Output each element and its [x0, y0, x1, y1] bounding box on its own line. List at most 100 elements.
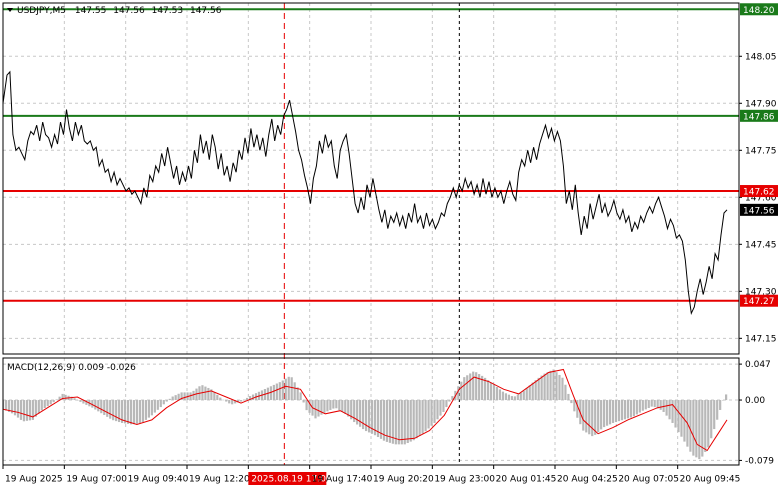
- macd-histogram-bar: [635, 400, 638, 415]
- macd-histogram-bar: [222, 399, 225, 401]
- macd-histogram-bar: [341, 400, 344, 412]
- time-highlight-background: [248, 472, 327, 485]
- macd-histogram-bar: [552, 369, 555, 401]
- macd-histogram-bar: [231, 400, 234, 405]
- macd-histogram-bar: [722, 400, 725, 401]
- macd-histogram-bar: [653, 400, 656, 408]
- macd-histogram-bar: [617, 400, 621, 422]
- macd-histogram-bar: [475, 372, 478, 401]
- macd-histogram-bar: [43, 400, 46, 408]
- macd-histogram-bar: [177, 393, 180, 401]
- macd-histogram-bar: [433, 400, 436, 423]
- macd-histogram-bar: [302, 400, 305, 403]
- macd-histogram-bar: [671, 400, 674, 423]
- macd-histogram-bar: [109, 400, 112, 419]
- macd-histogram-bar: [528, 385, 531, 401]
- macd-histogram-bar: [504, 393, 508, 401]
- macd-histogram-bar: [588, 400, 591, 435]
- macd-histogram-bar: [376, 400, 380, 438]
- macd-histogram-bar: [501, 391, 505, 401]
- macd-histogram-bar: [409, 400, 412, 442]
- macd-histogram-bar: [243, 399, 246, 401]
- macd-histogram-bar: [594, 400, 597, 435]
- price-tick-label: 147.60: [745, 193, 777, 203]
- macd-histogram-bar: [707, 400, 710, 448]
- macd-histogram-bar: [507, 394, 511, 401]
- time-tick-label: 19 Aug 2025: [5, 475, 63, 485]
- macd-histogram-bar: [296, 387, 299, 401]
- macd-histogram-bar: [600, 400, 603, 430]
- macd-histogram-bar: [481, 375, 484, 401]
- macd-histogram-bar: [52, 400, 55, 403]
- macd-histogram-bar: [159, 400, 162, 408]
- macd-histogram-bar: [546, 372, 549, 401]
- macd-histogram-bar: [704, 400, 707, 453]
- macd-histogram-bar: [555, 372, 558, 401]
- macd-histogram-bar: [213, 392, 216, 401]
- macd-histogram-bar: [534, 380, 537, 401]
- macd-histogram-bar: [605, 400, 609, 426]
- macd-histogram-bar: [665, 400, 668, 416]
- macd-histogram-bar: [457, 386, 460, 401]
- macd-histogram-bar: [55, 399, 58, 401]
- macd-histogram-bar: [121, 400, 124, 423]
- macd-histogram-bar: [73, 398, 76, 401]
- macd-histogram-bar: [492, 384, 496, 401]
- macd-histogram-bar: [299, 392, 302, 401]
- macd-histogram-bar: [391, 400, 394, 444]
- macd-histogram-bar: [466, 375, 469, 401]
- macd-histogram-bar: [237, 400, 240, 403]
- macd-histogram-bar: [266, 387, 270, 401]
- macd-histogram-bar: [403, 400, 406, 445]
- time-tick-label: 20 Aug 01:45: [496, 475, 557, 485]
- macd-histogram-bar: [338, 400, 341, 411]
- macd-histogram-bar: [656, 400, 659, 409]
- macd-histogram-bar: [40, 400, 43, 411]
- price-tick-label: 147.75: [745, 146, 777, 156]
- time-tick-label: 19 Aug 23:00: [434, 475, 495, 485]
- macd-histogram-bar: [19, 400, 23, 420]
- macd-histogram-bar: [362, 400, 365, 430]
- level-tag-label: 147.86: [743, 112, 775, 122]
- macd-histogram-bar: [367, 400, 371, 433]
- macd-histogram-bar: [620, 400, 624, 421]
- macd-histogram-bar: [290, 377, 293, 401]
- macd-histogram-bar: [359, 400, 362, 427]
- macd-histogram-bar: [234, 400, 237, 404]
- macd-histogram-bar: [469, 373, 472, 401]
- macd-histogram-bar: [439, 400, 442, 416]
- macd-histogram-bar: [451, 396, 454, 401]
- macd-histogram: [3, 369, 728, 460]
- macd-histogram-bar: [668, 400, 671, 420]
- macd-tick-label: -0.079: [745, 456, 774, 466]
- macd-histogram-bar: [725, 394, 728, 401]
- macd-histogram-bar: [370, 400, 374, 434]
- macd-histogram-bar: [531, 382, 534, 401]
- macd-histogram-bar: [415, 400, 418, 439]
- time-axis-labels: 19 Aug 2025 19 Aug 07:00 19 Aug 09:40 19 Au…: [2, 465, 740, 485]
- macd-histogram-bar: [4, 400, 8, 411]
- macd-histogram-bar: [64, 394, 67, 401]
- macd-histogram-bar: [692, 400, 695, 456]
- macd-histogram-bar: [153, 400, 156, 413]
- macd-histogram-bar: [106, 400, 109, 417]
- macd-histogram-bar: [567, 393, 570, 401]
- macd-histogram-bar: [683, 400, 686, 442]
- macd-histogram-bar: [582, 400, 585, 431]
- macd-histogram-bar: [37, 400, 40, 414]
- ohlc-low: 147.53: [152, 6, 184, 16]
- macd-histogram-bar: [278, 382, 281, 401]
- macd-histogram-bar: [510, 396, 513, 401]
- macd-histogram-bar: [591, 400, 594, 437]
- macd-histogram-bar: [281, 380, 284, 401]
- symbol-dropdown-icon[interactable]: [7, 8, 13, 12]
- macd-histogram-bar: [180, 392, 183, 401]
- price-tick-label: 147.45: [745, 240, 777, 250]
- macd-histogram-bar: [150, 400, 153, 416]
- macd-histogram-bar: [436, 400, 439, 420]
- macd-histogram-bar: [561, 377, 564, 401]
- macd-histogram-bar: [406, 400, 409, 443]
- macd-histogram-bar: [353, 400, 356, 423]
- macd-histogram-bar: [486, 380, 490, 401]
